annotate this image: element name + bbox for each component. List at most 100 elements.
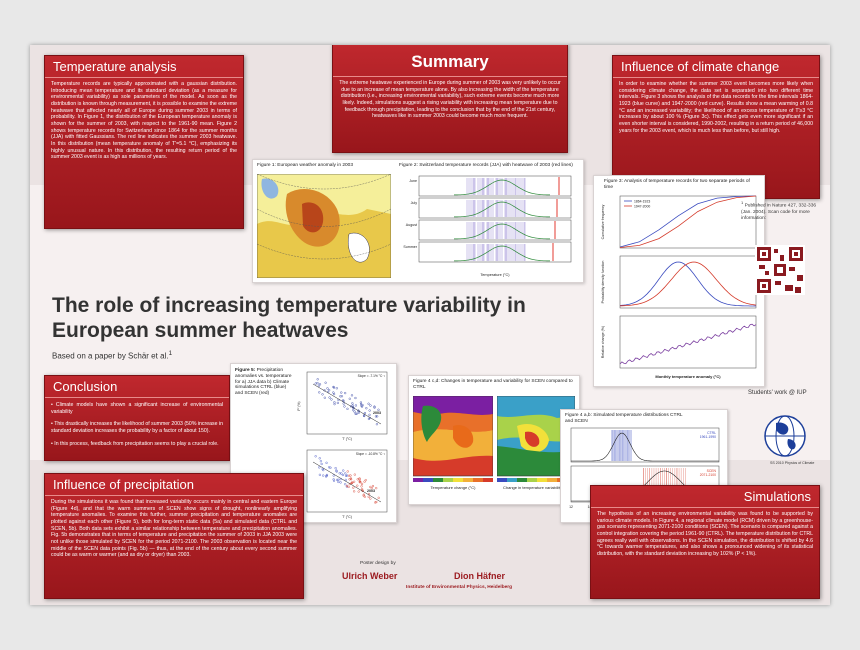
fig5b-point [364,479,367,482]
fig5b-point [345,484,349,487]
fig4a-legend-label: CTRL [707,431,716,435]
fig2-caption: Figure 2: Switzerland temperature record… [399,163,573,168]
fig5a-point [354,396,357,400]
fig5b-point [335,470,338,473]
conclusion-item-1: • Climate models have shown a significan… [51,402,223,415]
fig3-xlabel: Monthly temperature anomaly (°C) [655,374,721,379]
fig5a-point [316,378,319,381]
fig1-anomaly-map [257,174,391,278]
fig2-xlabel: Temperature (°C) [480,273,510,277]
qr-code-icon[interactable] [755,245,805,295]
fig5a-point [352,406,355,410]
fig5b-point [353,490,356,493]
fig5b-point [344,472,347,475]
fig5b-point [332,474,335,477]
fig2-panel-label: June [409,179,417,183]
fig5a-point [314,382,317,385]
fig5b-point [352,486,355,489]
fig3b-pdf-curve [619,261,756,307]
fig5b-point [329,466,332,469]
fig5a-point [346,407,349,410]
fig4a-frame [570,427,720,463]
fig5a-point [359,401,363,404]
fig4cd-caption: Figure 4 c,d: Changes in temperature and… [413,379,573,390]
fig5b-frame [306,449,388,513]
fig5b-point [341,473,344,477]
precipitation-body: During the simulations it was found that… [51,499,297,559]
fig5a-point [330,398,333,401]
fig5b-point [335,469,338,472]
fig5b-point [328,466,331,469]
fig5b-point [375,487,378,490]
fig5b-point [334,467,337,470]
fig5a-point [375,423,379,426]
summary-body: The extreme heatwave experienced in Euro… [339,80,561,120]
poster: Temperature analysis Temperature records… [30,45,830,605]
precipitation-box: Influence of precipitation During the si… [44,473,304,599]
fig5b-point [353,473,356,476]
fig2-panel-label: August [406,223,417,227]
fig5b-point [319,460,323,463]
fig5b-point [344,474,348,477]
fig5-caption-text: Precipitation anomalies vs. temperature … [235,368,292,396]
fig3c-change-curve [619,323,757,365]
subtitle-text: Based on a paper by Schär et al. [52,351,169,361]
fig5a-point [339,395,342,398]
fig5b-xlabel: T' (°C) [342,515,352,519]
fig3-caption: Figure 3: Analysis of temperature record… [604,179,750,190]
fig5a-point [344,391,347,395]
fig5a-point [354,404,357,407]
fig5b-point [344,483,347,486]
climate-change-body: In order to examine whether the summer 2… [619,81,813,134]
fig5b-point [347,485,350,488]
fig5a-point [328,396,331,399]
fig5-caption: Figure 5: Precipitation anomalies vs. te… [235,368,295,397]
subtitle-sup: 1 [168,350,173,357]
fig5b-point [367,495,370,498]
simulations-heading: Simulations [591,486,819,508]
fig5b-point [344,478,347,482]
fig5b-point [318,466,321,469]
fig2-panel-frame [418,175,572,197]
simulations-box: Simulations The hypothesis of an increas… [590,485,820,599]
figure-5-card: Figure 5: Precipitation anomalies vs. te… [230,363,397,523]
fig3-legend-label: 1864-1923 [634,199,650,203]
fig3b-frame [619,255,757,309]
fig5a-point [328,389,331,392]
fig2-gaussian-fit [454,245,550,262]
fig5-scatter-plots: Slope = -7.1% °C⁻¹ Slope = -10.8% °C⁻¹ 200… [297,371,388,519]
fig2-panel-frame [418,219,572,241]
fig5b-point [361,488,364,491]
fig5b-point [336,478,339,481]
fig5a-point [374,415,378,418]
fig5a-xlabel: T' (°C) [342,437,352,441]
footnote-mark: 1 [741,200,744,205]
fig5b-point [357,490,360,493]
fig5a-point [357,411,360,414]
conclusion-item-2: • This drastically increases the likelih… [51,421,223,434]
figure-3-card: Figure 3: Analysis of temperature record… [593,175,765,387]
fig5b-point [337,480,340,484]
fig3-legend-label: 1947-2000 [634,204,650,208]
fig5a-point [333,403,336,406]
fig5b-point [377,496,380,499]
fig5b-point [347,474,351,477]
temperature-analysis-body: Temperature records are typically approx… [51,81,237,161]
fig5a-point [377,408,380,411]
iup-globe-logo-icon [764,415,806,457]
fig5a-point [332,385,335,389]
fig1-caption: Figure 1: European weather anomaly in 20… [257,163,353,168]
fig5a-point [369,404,372,407]
fig5a-point [365,407,368,410]
fig5a-point [360,404,363,407]
precipitation-heading: Influence of precipitation [45,474,303,496]
fig5b-point [356,478,359,481]
fig5a-regression-line [312,383,382,425]
fig5b-point [356,484,359,487]
fig5b-point [362,493,365,496]
fig5b-point [345,474,349,477]
fig5b-point [371,484,375,488]
temperature-analysis-heading: Temperature analysis [45,56,243,78]
fig5a-point [367,402,370,405]
fig5b-point [332,478,335,481]
